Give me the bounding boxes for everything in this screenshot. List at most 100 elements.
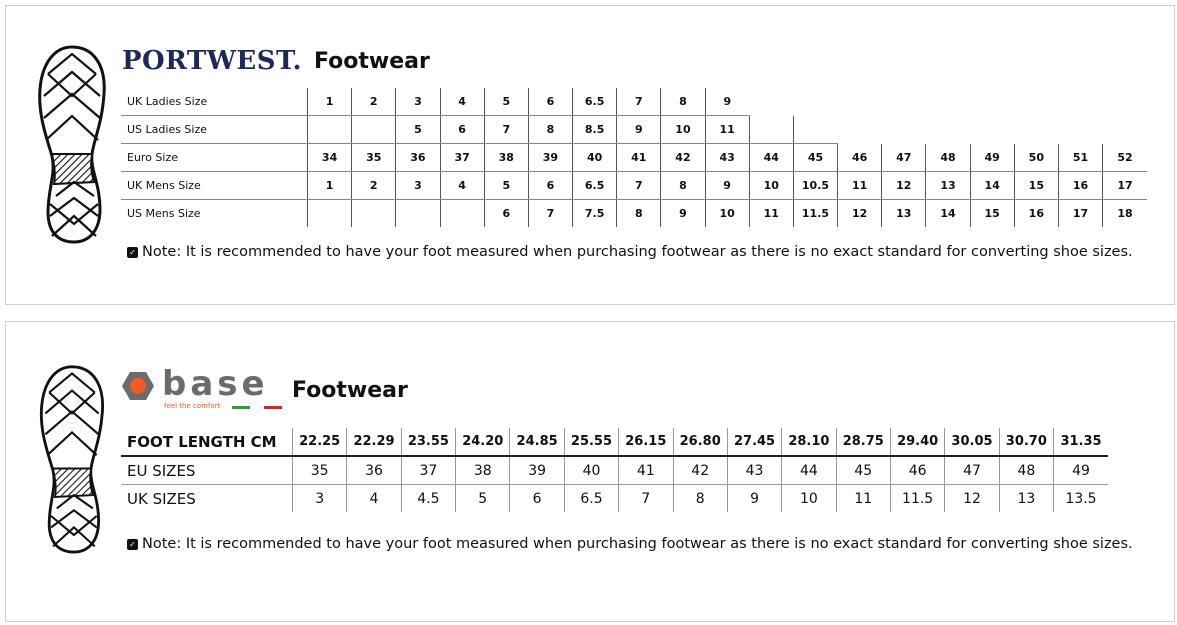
empty-cell	[793, 88, 837, 116]
size-cell: 7.5	[572, 199, 617, 227]
size-cell: 26.80	[672, 428, 728, 457]
checkbox-icon: ✓	[127, 538, 138, 550]
empty-cell	[970, 116, 1014, 144]
empty-cell	[1103, 116, 1147, 144]
size-cell: 39	[527, 143, 573, 172]
size-cell: 46	[889, 456, 945, 485]
size-cell: 7	[616, 171, 661, 200]
size-cell: 8.5	[572, 115, 617, 144]
size-cell: 11	[748, 199, 794, 227]
size-cell: 8	[660, 171, 706, 200]
size-cell: 34	[306, 143, 352, 172]
size-cell	[748, 115, 794, 144]
size-cell: 49	[1053, 456, 1108, 485]
size-cell	[792, 115, 838, 144]
row-label: Euro Size	[121, 143, 308, 172]
note-text: Note: It is recommended to have your foo…	[142, 536, 1133, 552]
size-cell: 8	[660, 88, 706, 116]
row-label: US Ladies Size	[121, 115, 308, 144]
size-cell: 6.5	[572, 171, 617, 200]
size-cell	[306, 199, 352, 227]
size-cell: 26.15	[618, 428, 674, 457]
size-cell: 24.85	[509, 428, 565, 457]
size-cell: 48	[925, 143, 971, 172]
size-cell: 35	[351, 143, 396, 172]
size-cell: 15	[969, 199, 1015, 227]
size-cell: 22.29	[346, 428, 402, 457]
size-cell: 10	[781, 484, 837, 512]
size-cell: 45	[835, 456, 891, 485]
size-cell: 41	[618, 456, 674, 485]
size-cell: 9	[704, 171, 750, 200]
portwest-logo: PORTWEST.	[122, 46, 303, 76]
row-label: EU SIZES	[121, 456, 293, 485]
empty-cell	[926, 88, 970, 116]
size-cell: 40	[563, 456, 619, 485]
size-cell: 7	[618, 484, 674, 512]
size-cell: 30.05	[944, 428, 1000, 457]
checkbox-icon: ✓	[127, 246, 138, 258]
size-cell: 6	[439, 115, 485, 144]
portwest-note: ✓ Note: It is recommended to have your f…	[127, 244, 1133, 260]
size-cell: 7	[616, 88, 661, 116]
size-cell: 23.55	[400, 428, 456, 457]
size-cell: 37	[439, 143, 485, 172]
size-cell: 5	[455, 484, 510, 512]
size-cell: 13	[881, 199, 926, 227]
size-cell: 9	[616, 115, 661, 144]
shoe-sole-icon	[38, 45, 106, 244]
size-cell: 43	[726, 456, 782, 485]
size-cell: 43	[704, 143, 750, 172]
size-cell: 35	[291, 456, 347, 485]
size-cell: 22.25	[291, 428, 347, 457]
empty-cell	[1058, 88, 1102, 116]
size-cell: 6	[527, 171, 573, 200]
size-cell: 2	[351, 171, 396, 200]
size-cell: 11	[704, 115, 750, 144]
size-cell	[306, 115, 352, 144]
section-title: Footwear	[292, 377, 408, 403]
size-cell: 41	[616, 143, 661, 172]
empty-cell	[749, 88, 793, 116]
size-cell: 28.75	[835, 428, 891, 457]
size-cell: 1	[306, 171, 352, 200]
size-cell: 47	[881, 143, 926, 172]
base-tagline: feel the comfort	[164, 402, 221, 410]
table-row: UK SIZES 3 4 4.5 5 6 6.5 7 8 9 10 11 11.5 12 13 13.5	[121, 484, 1108, 512]
size-cell	[351, 115, 396, 144]
size-cell: 16	[1013, 199, 1059, 227]
size-cell: 42	[672, 456, 728, 485]
base-size-panel: base feel the comfort Footwear FOOT LENG…	[5, 321, 1175, 622]
empty-cell	[838, 88, 882, 116]
size-cell	[439, 199, 485, 227]
size-cell: 51	[1057, 143, 1103, 172]
shoe-sole-icon	[39, 365, 105, 554]
size-cell: 28.10	[781, 428, 837, 457]
size-cell: 27.45	[726, 428, 782, 457]
size-cell	[351, 199, 396, 227]
table-row: Euro Size 34 35 36 37 38 39 40 41 42 43 44 45 46 47 48 4…	[121, 143, 1147, 172]
base-logo-mark	[122, 372, 282, 409]
empty-cell	[926, 116, 970, 144]
empty-cell	[970, 88, 1014, 116]
size-cell: 38	[483, 143, 529, 172]
portwest-header: PORTWEST. Footwear	[122, 46, 430, 76]
size-cell: 12	[944, 484, 1000, 512]
size-cell: 7	[527, 199, 573, 227]
table-row: EU SIZES 35 36 37 38 39 40 41 42 43 44 45 46 47 48 49	[121, 456, 1108, 485]
size-cell: 2	[351, 88, 396, 116]
table-row: US Mens Size 6 7 7.5 8 9 10 11 11.5 12 13 14 15 16 17 1…	[121, 199, 1147, 227]
row-label: UK SIZES	[127, 489, 196, 508]
size-cell: 11	[837, 171, 882, 200]
size-cell: 30.70	[998, 428, 1054, 457]
note-text: Note: It is recommended to have your foo…	[142, 244, 1133, 260]
size-cell: 6.5	[563, 484, 619, 512]
empty-cell	[1103, 88, 1147, 116]
size-cell: 10.5	[792, 171, 838, 200]
size-cell: 10	[704, 199, 750, 227]
size-cell: 14	[925, 199, 971, 227]
size-cell: 11.5	[792, 199, 838, 227]
size-cell: 46	[837, 143, 882, 172]
base-header: base feel the comfort Footwear	[122, 367, 408, 412]
empty-cell	[1014, 88, 1058, 116]
